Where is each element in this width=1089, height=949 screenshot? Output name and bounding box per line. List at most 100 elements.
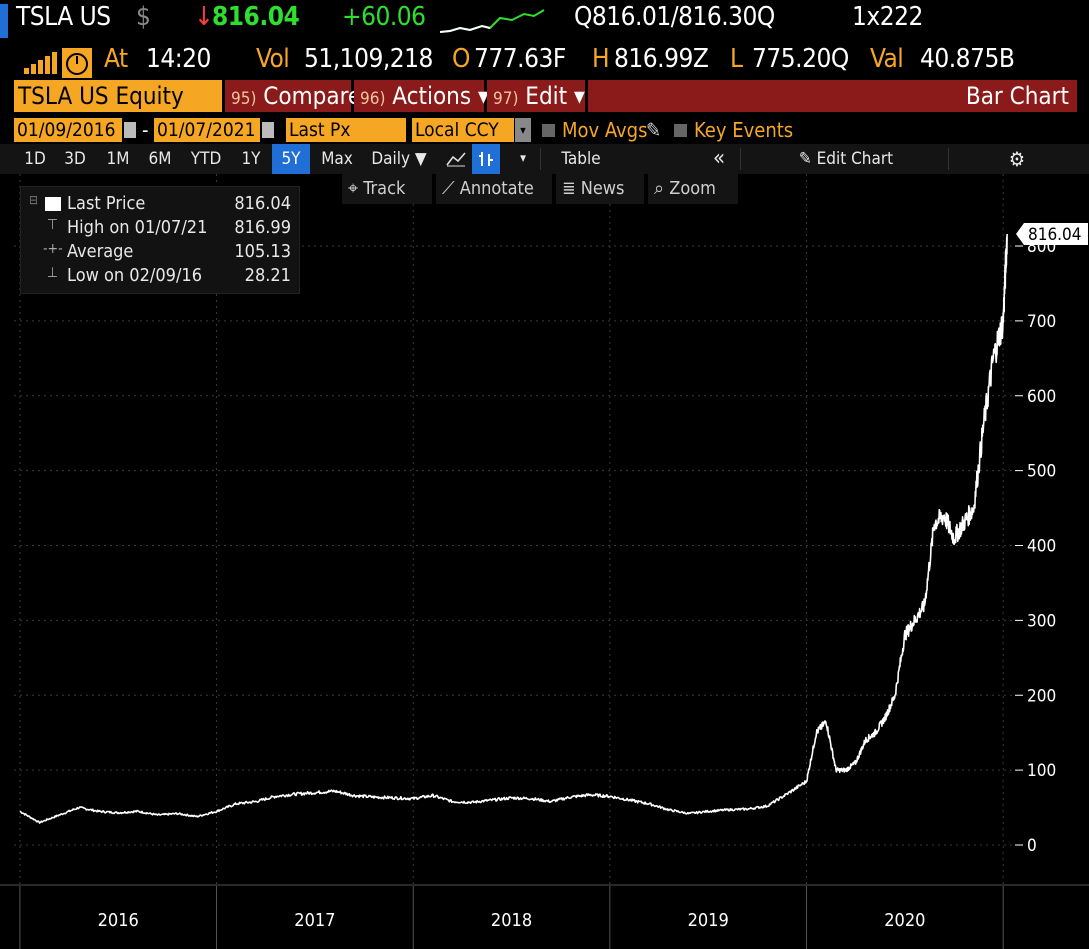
currency: $	[136, 2, 151, 32]
sparkline-icon	[440, 9, 545, 33]
frequency-selector[interactable]: Daily ▼	[371, 149, 427, 169]
divider	[540, 148, 541, 170]
x-tick-label: 2018	[491, 910, 532, 931]
collapse-icon[interactable]: «	[712, 146, 726, 171]
divider	[948, 148, 949, 170]
actions-button[interactable]: 96) Actions ▾	[354, 80, 489, 112]
compare-label: Compare	[263, 82, 362, 110]
edit-chart-label: Edit Chart	[816, 149, 894, 169]
period-toolbar: 1D 3D 1M 6M YTD 1Y 5Y Max Daily ▼ ▾ Tabl…	[0, 144, 1089, 174]
compare-button[interactable]: 95) Compare	[225, 80, 361, 112]
compare-num: 95)	[231, 89, 257, 109]
mov-avgs-label: Mov Avgs	[562, 118, 648, 142]
annotate-tool[interactable]: ⟋ Annotate	[436, 174, 552, 204]
collapse-legend-icon[interactable]: ⊟	[29, 193, 39, 207]
actions-num: 96)	[360, 89, 386, 109]
chart-tools: ⌖ Track ⟋ Annotate ≣ News ⌕ Zoom	[340, 174, 740, 204]
volume-label: Vol	[256, 44, 290, 74]
start-calendar-icon[interactable]	[124, 122, 136, 138]
last-price-text: 816.04	[1028, 225, 1082, 245]
legend-average-value: 105.13	[234, 241, 291, 262]
bid-ask-size: 1x222	[852, 2, 923, 32]
period-1y[interactable]: 1Y	[241, 149, 261, 169]
legend-high-value: 816.99	[234, 217, 291, 238]
divider	[740, 148, 741, 170]
value-label: Val	[870, 44, 904, 74]
down-arrow-icon: ↓	[194, 2, 214, 32]
zoom-label: Zoom	[669, 178, 716, 199]
line-chart-icon[interactable]	[442, 144, 470, 174]
gauge-icon[interactable]	[62, 48, 92, 78]
high-marker-icon: ⊤	[47, 217, 58, 233]
legend-last-price-label: Last Price	[67, 193, 146, 214]
start-date-field[interactable]: 01/09/2016	[14, 118, 122, 142]
mov-avgs-checkbox[interactable]	[542, 124, 555, 137]
edit-num: 97)	[493, 89, 519, 109]
key-events-checkbox[interactable]	[674, 124, 687, 137]
settings-gear-icon[interactable]: ⚙	[1008, 147, 1026, 171]
legend-high-label: High on 01/07/21	[67, 217, 208, 238]
end-calendar-icon[interactable]	[262, 122, 274, 138]
pencil-icon[interactable]: ✎	[646, 118, 662, 142]
high-label: H	[592, 44, 610, 74]
signal-bars-icon	[24, 52, 57, 74]
ticker[interactable]: TSLA US	[16, 2, 111, 32]
x-tick-label: 2019	[688, 910, 729, 931]
edit-chart-button[interactable]: ✎ Edit Chart	[798, 149, 894, 169]
zoom-tool[interactable]: ⌕ Zoom	[648, 174, 738, 204]
key-events-label: Key Events	[694, 118, 794, 142]
date-separator: -	[142, 118, 149, 142]
quote-stats: At 14:20 Vol 51,109,218 O 777.63F H 816.…	[0, 42, 1089, 80]
volume: 51,109,218	[304, 44, 433, 74]
y-tick-label: 0	[1027, 836, 1037, 856]
edit-label: Edit ▾	[525, 82, 585, 110]
quote-header: TSLA US $ ↓ 816.04 +60.06 Q816.01/816.30…	[0, 0, 1089, 42]
news-tool[interactable]: ≣ News	[556, 174, 644, 204]
x-axis: 2016 2017 2018 2019 2020	[0, 884, 1089, 949]
annotate-label: Annotate	[459, 178, 534, 199]
y-tick-label: 400	[1027, 537, 1056, 557]
track-tool[interactable]: ⌖ Track	[342, 174, 432, 204]
end-date-field[interactable]: 01/07/2021	[154, 118, 260, 142]
chart-style-dropdown-icon[interactable]: ▾	[520, 151, 526, 166]
function-bar: TSLA US Equity 95) Compare 96) Actions ▾…	[0, 80, 1089, 114]
high-price: 816.99Z	[614, 44, 709, 74]
field-selector[interactable]: Last Px	[286, 118, 406, 142]
average-marker-icon: -+-	[43, 241, 63, 257]
actions-label: Actions ▾	[392, 82, 489, 110]
currency-selector[interactable]: Local CCY	[412, 118, 514, 142]
period-1d[interactable]: 1D	[24, 149, 46, 169]
y-tick-label: 200	[1027, 686, 1056, 706]
chart-legend[interactable]: ⊟ Last Price 816.04 ⊤ High on 01/07/21 8…	[20, 186, 300, 294]
last-price-label: 816.04	[1016, 223, 1088, 246]
currency-dropdown-icon[interactable]: ▾	[515, 118, 531, 142]
period-max[interactable]: Max	[321, 149, 353, 169]
x-tick-label: 2017	[294, 910, 335, 931]
y-tick-label: 500	[1027, 462, 1056, 482]
chart-grid	[14, 174, 1013, 884]
open-price: 777.63F	[474, 44, 566, 74]
period-ytd[interactable]: YTD	[190, 149, 222, 169]
bid-ask: Q816.01/816.30Q	[574, 2, 775, 32]
legend-last-price-value: 816.04	[234, 193, 291, 214]
period-6m[interactable]: 6M	[148, 149, 172, 169]
period-1m[interactable]: 1M	[106, 149, 130, 169]
period-3d[interactable]: 3D	[64, 149, 86, 169]
low-marker-icon: ⊥	[47, 265, 58, 281]
edit-button[interactable]: 97) Edit ▾	[487, 80, 585, 112]
last-price: 816.04	[212, 2, 300, 32]
low-label: L	[730, 44, 743, 74]
y-tick-label: 700	[1027, 312, 1056, 332]
quote-time: 14:20	[146, 44, 211, 74]
chart-type-title: Bar Chart	[588, 80, 1077, 112]
security-field[interactable]: TSLA US Equity	[14, 80, 222, 112]
legend-low-label: Low on 02/09/16	[67, 265, 203, 286]
net-change: +60.06	[342, 2, 426, 32]
y-tick-label: 100	[1027, 761, 1056, 781]
news-label: News	[580, 178, 625, 199]
bar-chart-icon[interactable]	[472, 144, 500, 174]
period-5y[interactable]: 5Y	[272, 144, 310, 174]
table-button[interactable]: Table	[561, 149, 601, 169]
